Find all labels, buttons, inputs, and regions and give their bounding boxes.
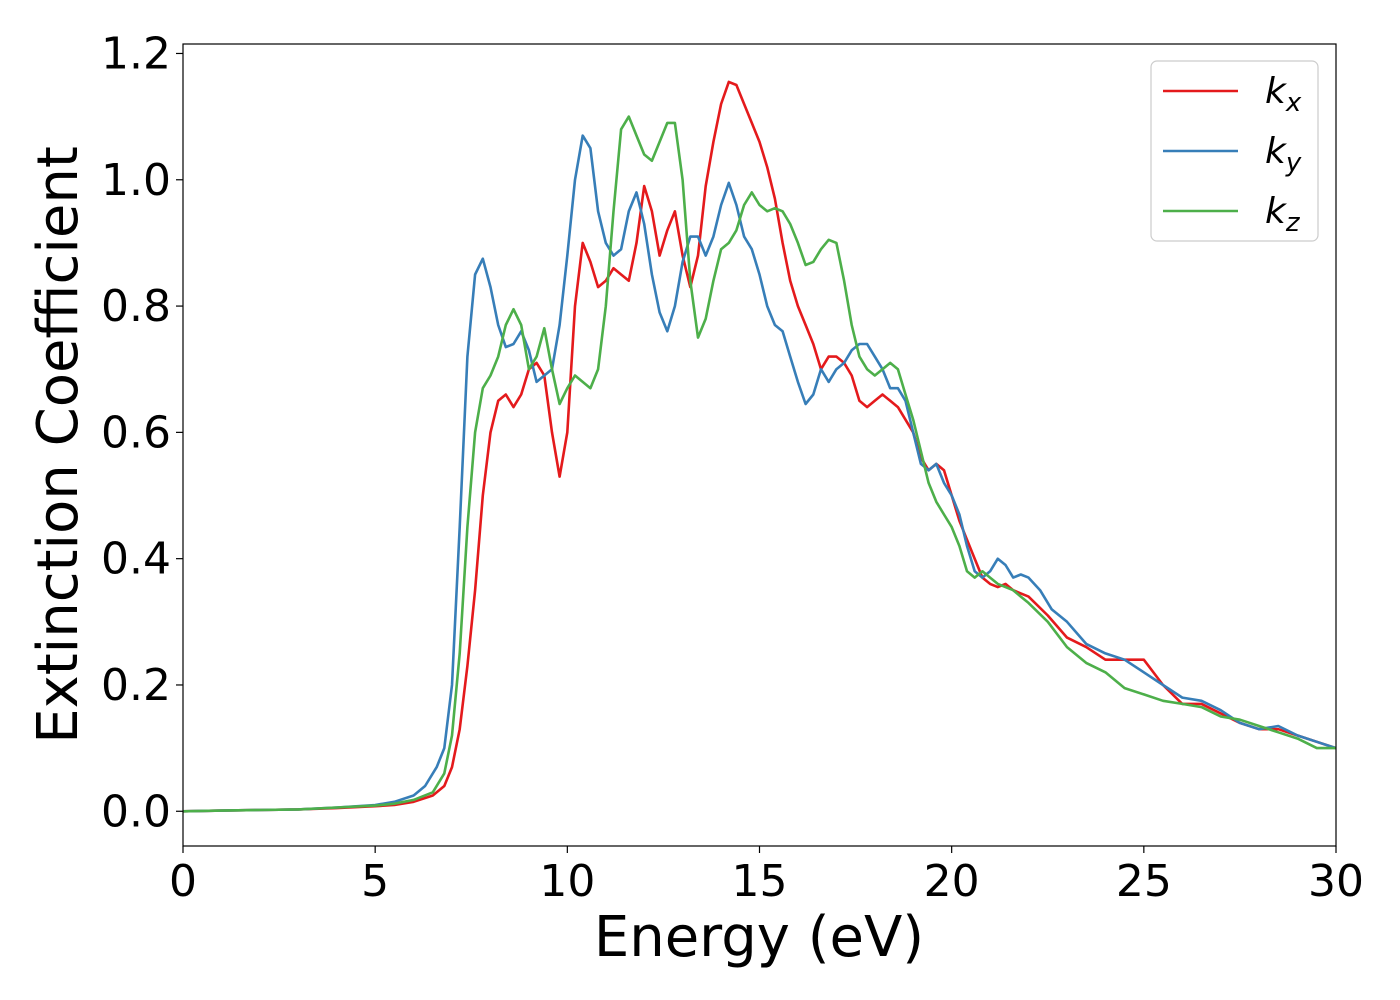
- y-tick-label: 1.0: [101, 155, 171, 206]
- y-tick-label: 1.2: [101, 28, 171, 79]
- y-axis: 0.0 0.2 0.4 0.6 0.8 1.0 1.2: [101, 28, 183, 837]
- series-line-kz: [182, 115, 1336, 813]
- legend-label-subscript: z: [1285, 208, 1301, 238]
- series-line-ky: [182, 134, 1337, 813]
- y-tick-label: 0.0: [101, 786, 171, 837]
- x-tick-label: 30: [1308, 856, 1364, 907]
- legend-label-subscript: y: [1285, 148, 1302, 178]
- y-tick-label: 0.2: [101, 660, 171, 711]
- plot-area: [183, 44, 1336, 846]
- x-tick-label: 20: [924, 856, 980, 907]
- x-tick-label: 10: [539, 856, 595, 907]
- y-tick-label: 0.6: [101, 407, 171, 458]
- legend-label-subscript: x: [1285, 88, 1302, 118]
- x-tick-label: 15: [732, 856, 788, 907]
- y-tick-label: 0.4: [101, 534, 171, 585]
- x-axis-label: Energy (eV): [594, 905, 924, 970]
- y-tick-label: 0.8: [101, 281, 171, 332]
- series-line-kx: [182, 80, 1337, 813]
- series-lines: [182, 80, 1337, 813]
- x-tick-label: 25: [1116, 856, 1172, 907]
- y-axis-label: Extinction Coefficient: [26, 146, 91, 744]
- x-tick-label: 0: [169, 856, 197, 907]
- x-axis: 0 5 10 15 20 25 30: [169, 846, 1364, 907]
- x-tick-label: 5: [361, 856, 389, 907]
